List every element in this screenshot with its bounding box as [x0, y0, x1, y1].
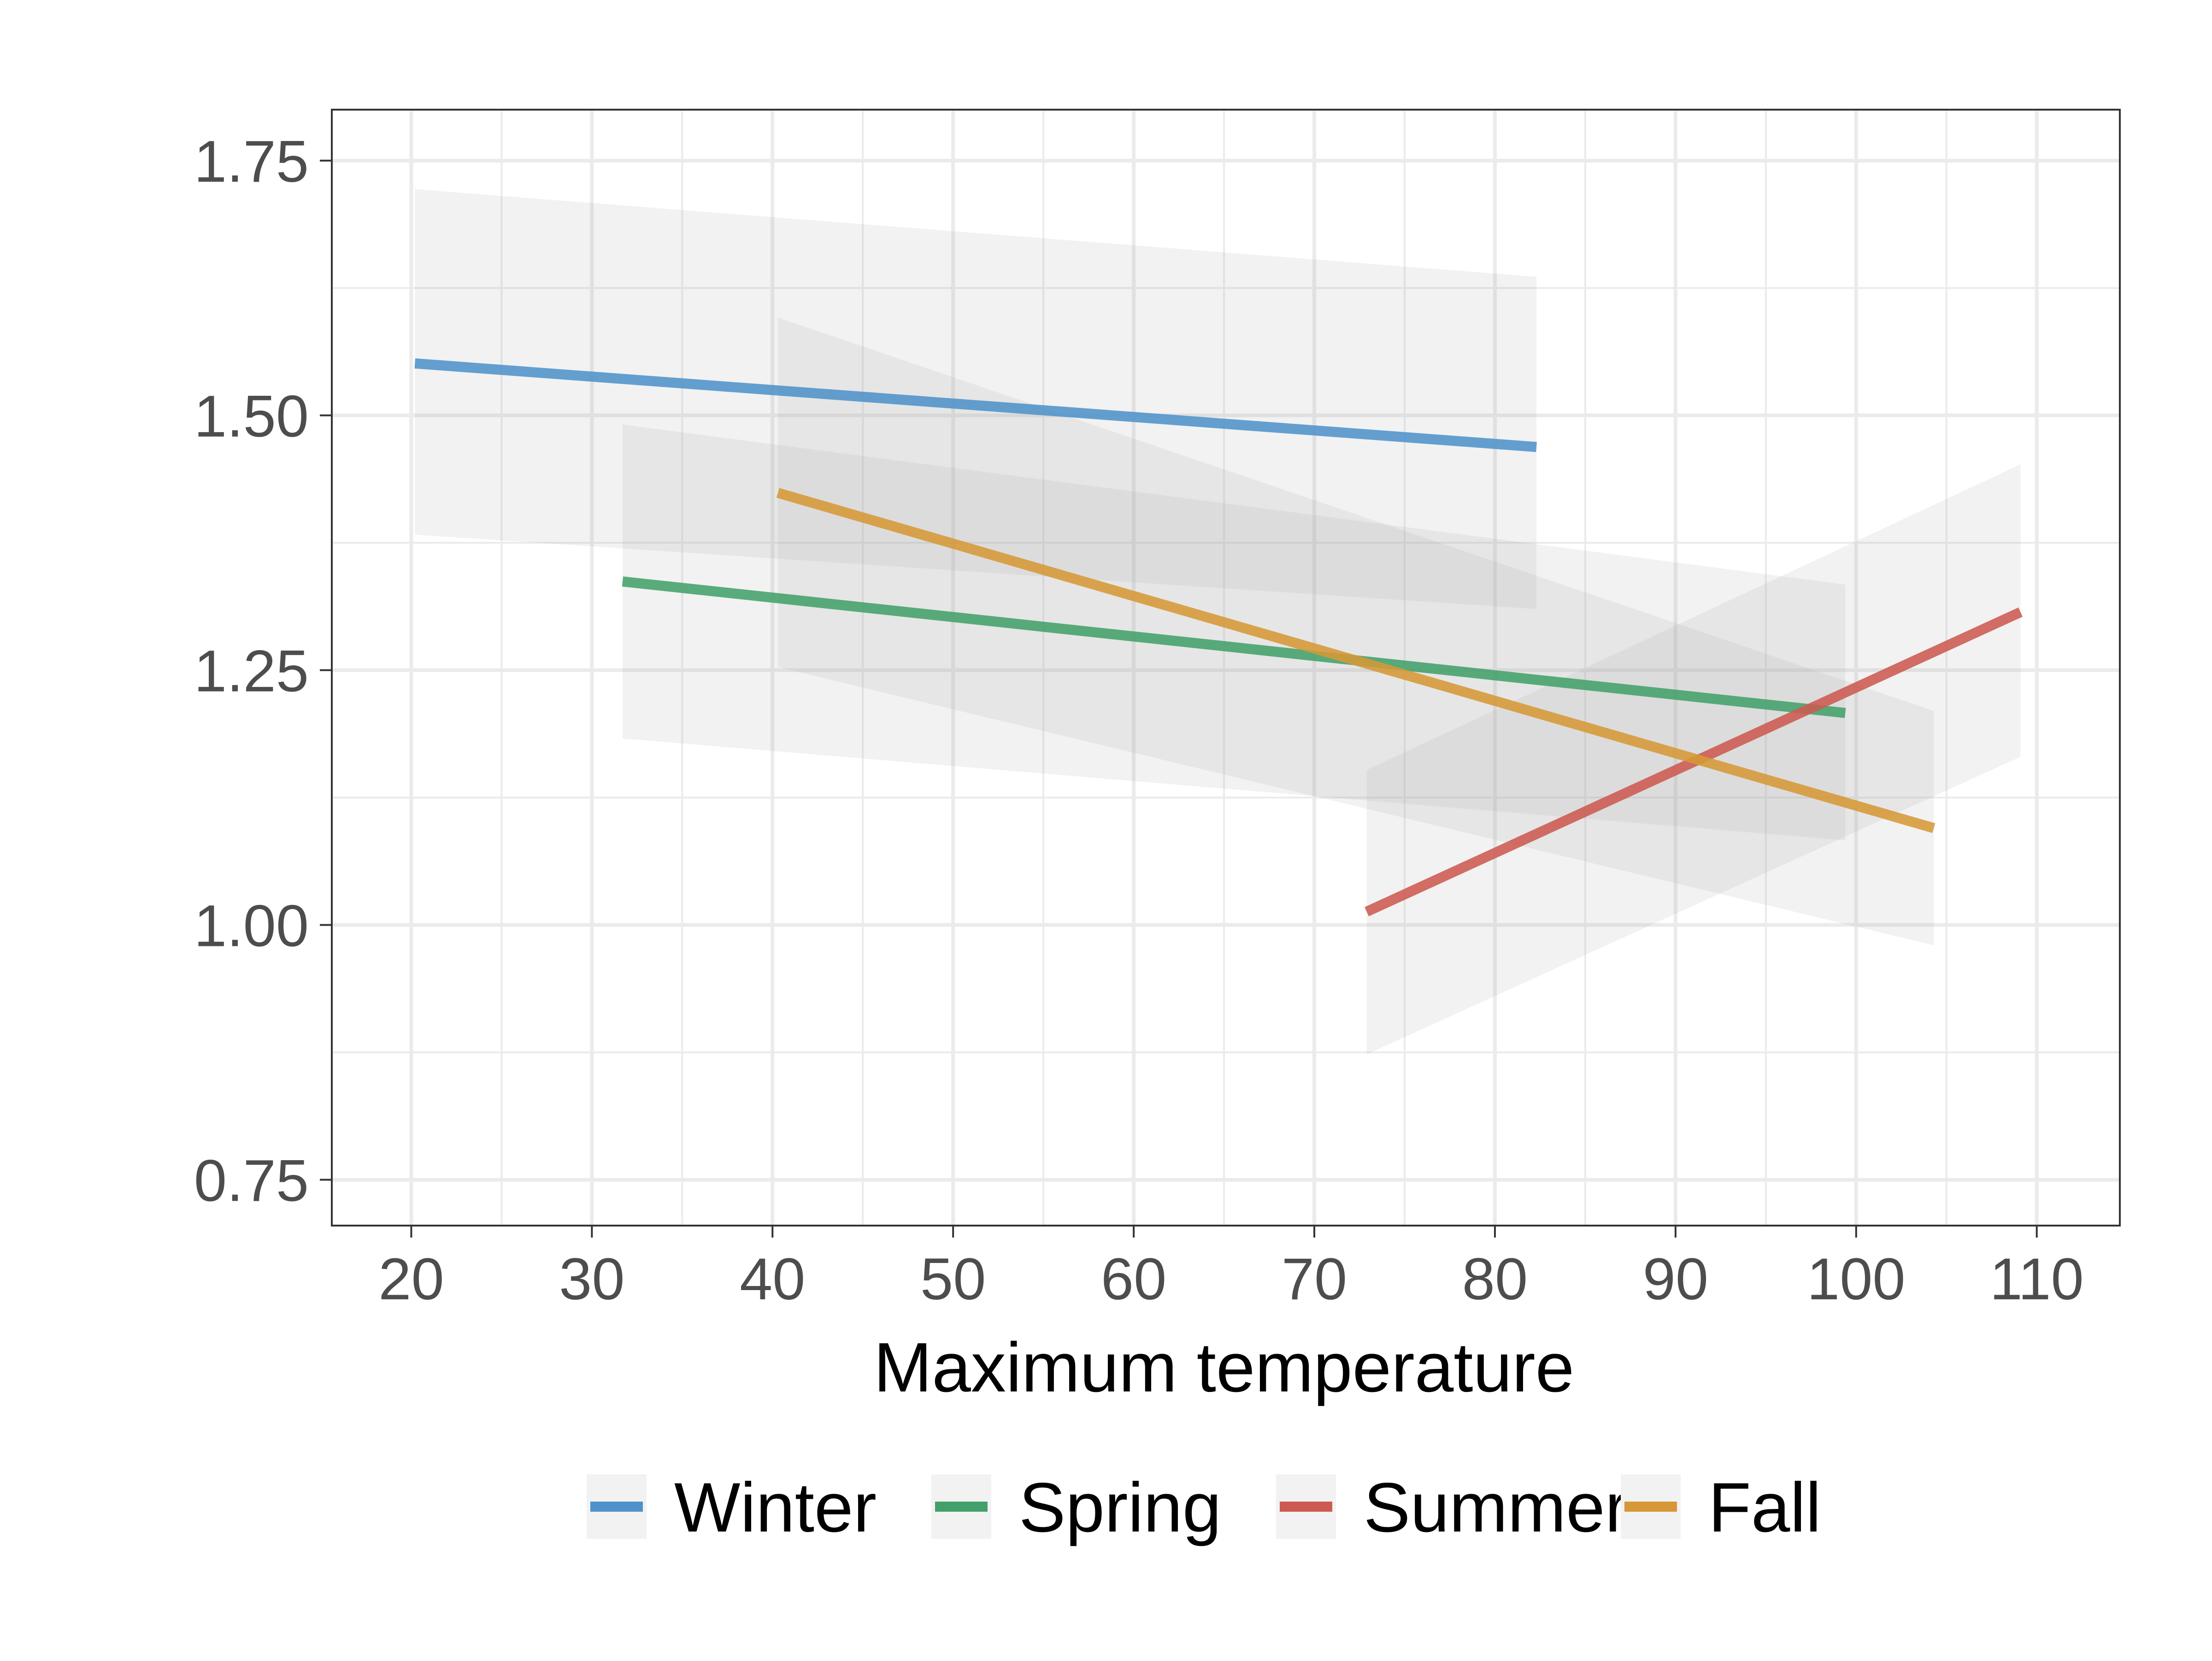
panel-border [331, 109, 2121, 1227]
x-tick-label: 90 [1643, 1246, 1708, 1312]
y-tick-label: 1.00 [194, 893, 309, 959]
x-axis-ticks: 20 30 40 50 60 70 80 90 100 110 [378, 1226, 2084, 1312]
ribbon-winter [415, 189, 1537, 609]
x-tick-label: 100 [1807, 1246, 1906, 1312]
legend: Winter Spring Summer Fall [587, 1468, 1821, 1547]
x-tick-label: 30 [559, 1246, 624, 1312]
legend-label-winter: Winter [674, 1468, 877, 1547]
line-spring [622, 576, 1846, 718]
line-fall [776, 488, 1936, 833]
ribbon-spring [622, 424, 1846, 840]
legend-label-summer: Summer [1364, 1468, 1628, 1547]
x-tick-label: 70 [1282, 1246, 1347, 1312]
x-axis-title: Maximum temperature [874, 1328, 1574, 1407]
y-tick-label: 0.75 [194, 1148, 309, 1214]
x-tick-label: 50 [920, 1246, 986, 1312]
x-tick-label: 80 [1462, 1246, 1528, 1312]
line-winter [414, 358, 1537, 452]
y-tick-label: 1.50 [194, 384, 309, 450]
x-tick-label: 20 [378, 1246, 444, 1312]
legend-label-fall: Fall [1708, 1468, 1821, 1547]
series-lines [414, 358, 2023, 916]
y-tick-label: 1.75 [194, 129, 309, 195]
y-axis-ticks: 0.75 1.00 1.25 1.50 1.75 [194, 129, 332, 1214]
legend-label-spring: Spring [1019, 1468, 1221, 1547]
x-tick-label: 60 [1101, 1246, 1166, 1312]
x-tick-label: 110 [1990, 1246, 2084, 1312]
grid-major [332, 110, 2120, 1226]
x-tick-label: 40 [740, 1246, 805, 1312]
y-tick-label: 1.25 [194, 639, 309, 704]
